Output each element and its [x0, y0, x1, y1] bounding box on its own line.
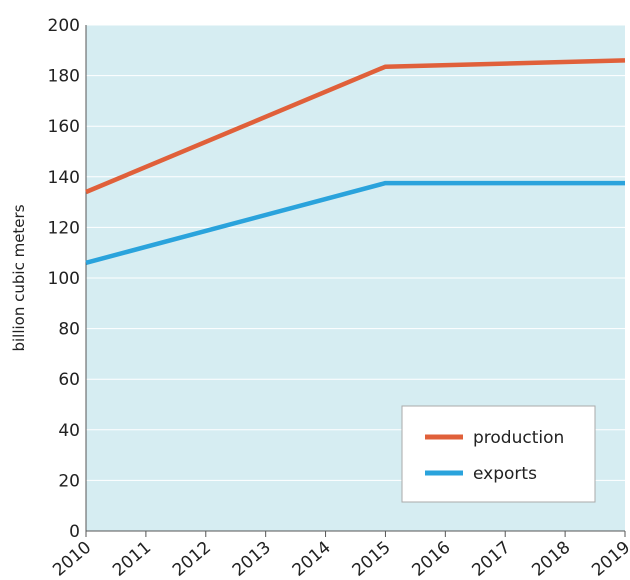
series-lines: [85, 58, 626, 265]
x-tick-label: 2018: [528, 538, 574, 580]
legend: production exports: [401, 405, 596, 503]
y-tick-label: 140: [48, 168, 80, 188]
x-tick-label: 2017: [468, 538, 514, 580]
x-tick-label: 2010: [49, 538, 95, 580]
legend-label-exports: exports: [473, 464, 537, 484]
x-tick-label: 2014: [289, 538, 335, 580]
x-tick-label: 2016: [409, 538, 455, 580]
x-tick-label: 2012: [169, 538, 215, 580]
legend-label-production: production: [473, 428, 564, 448]
legend-box: [401, 405, 596, 503]
y-tick-label: 100: [48, 269, 80, 289]
x-tick-label: 2013: [229, 538, 275, 580]
x-tick-label: 2011: [109, 538, 155, 580]
y-axis-title: billion cubic meters: [10, 204, 28, 351]
y-tick-label: 200: [48, 16, 80, 36]
gridlines: [86, 24, 625, 481]
y-tick-label: 40: [58, 421, 80, 441]
y-tick-label: 180: [48, 67, 80, 87]
x-tick-label: 2019: [588, 538, 630, 580]
y-tick-label: 0: [69, 522, 80, 542]
y-tick-label: 60: [58, 370, 80, 390]
y-tick-label: 120: [48, 218, 80, 238]
x-tick-label: 2015: [349, 538, 395, 580]
series-line-exports: [85, 180, 625, 265]
y-tick-label: 20: [58, 471, 80, 491]
series-line-production: [85, 58, 626, 195]
y-axis: 0 20 40 60 80 100 120 140 160 180 200: [48, 16, 80, 542]
y-tick-label: 80: [58, 320, 80, 340]
y-tick-label: 160: [48, 117, 80, 137]
